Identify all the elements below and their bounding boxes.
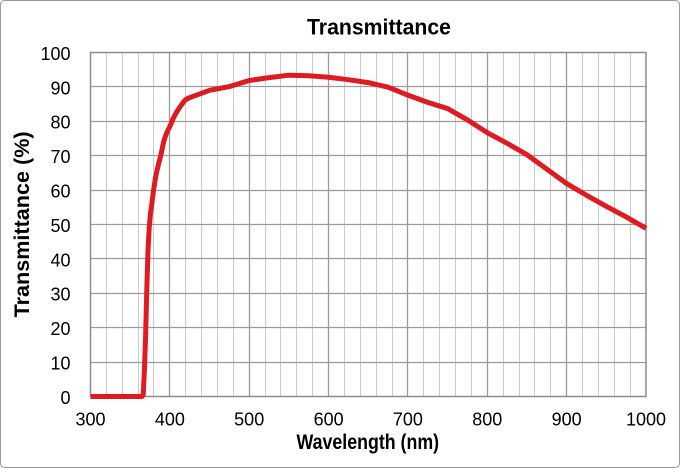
svg-text:600: 600	[314, 409, 344, 429]
svg-text:Wavelength (nm): Wavelength (nm)	[297, 431, 440, 454]
svg-text:800: 800	[472, 409, 502, 429]
svg-text:30: 30	[50, 285, 70, 305]
svg-text:10: 10	[50, 354, 70, 374]
svg-text:100: 100	[40, 44, 70, 64]
svg-text:20: 20	[50, 319, 70, 339]
svg-text:Transmittance: Transmittance	[307, 14, 451, 39]
svg-text:70: 70	[50, 147, 70, 167]
svg-text:50: 50	[50, 216, 70, 236]
svg-text:500: 500	[234, 409, 264, 429]
svg-text:400: 400	[155, 409, 185, 429]
svg-text:90: 90	[50, 78, 70, 98]
svg-text:700: 700	[393, 409, 423, 429]
svg-text:1000: 1000	[626, 409, 666, 429]
svg-text:40: 40	[50, 250, 70, 270]
svg-text:300: 300	[75, 409, 105, 429]
svg-text:80: 80	[50, 113, 70, 133]
svg-text:Transmittance (%): Transmittance (%)	[11, 131, 34, 317]
svg-text:900: 900	[552, 409, 582, 429]
svg-text:0: 0	[60, 388, 70, 408]
svg-text:60: 60	[50, 182, 70, 202]
